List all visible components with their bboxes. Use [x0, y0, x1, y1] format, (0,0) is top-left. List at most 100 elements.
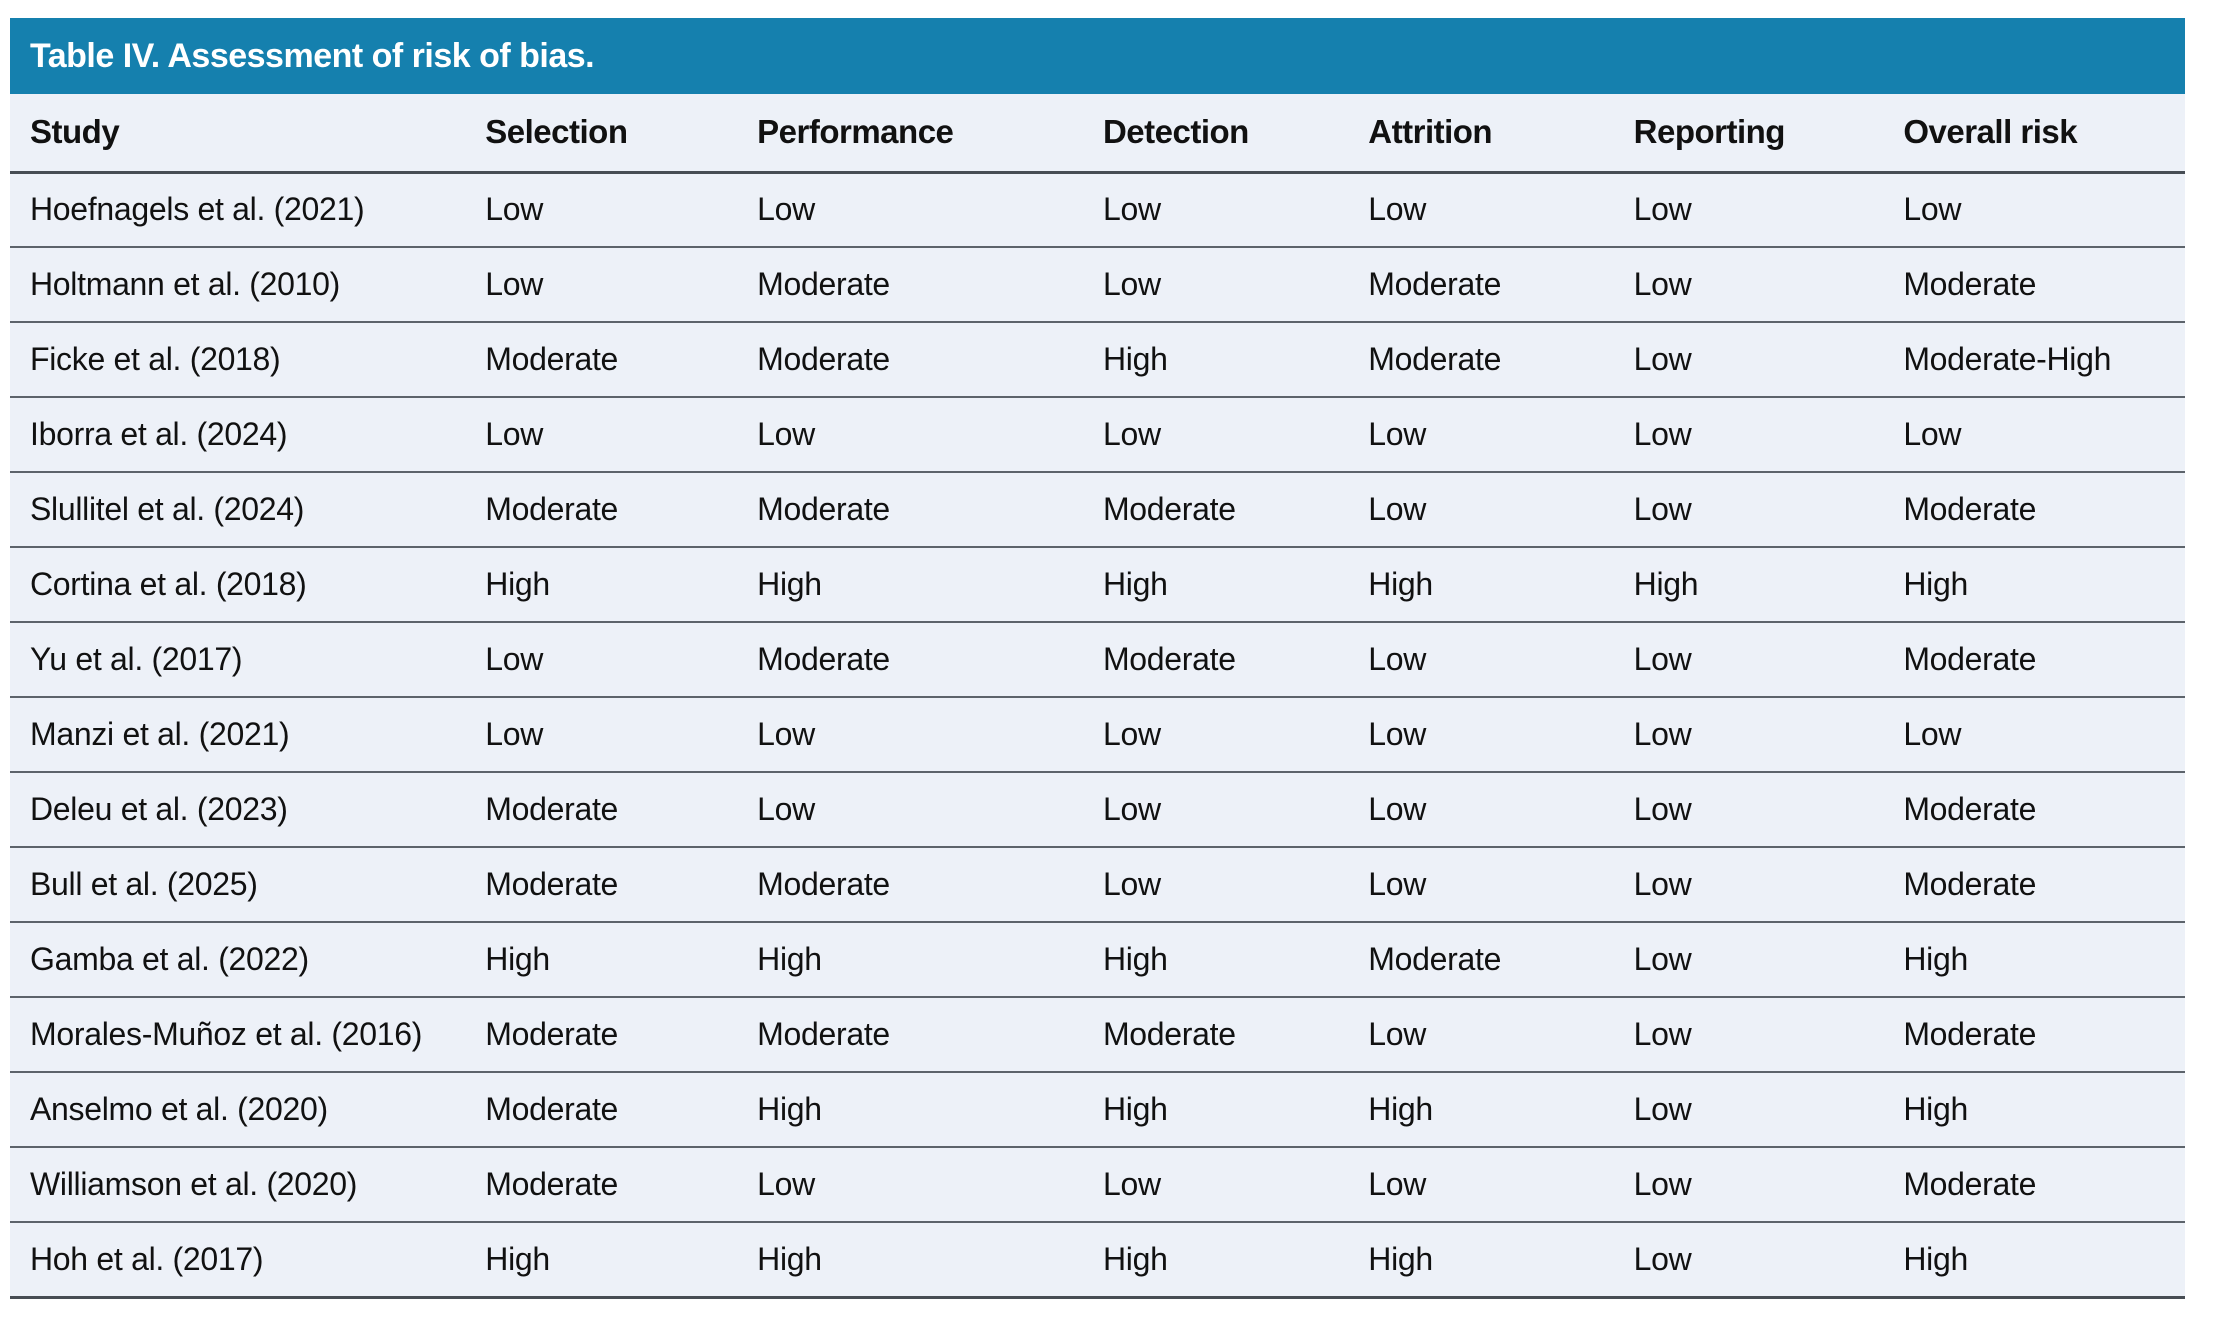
rating-cell: Low [1633, 1166, 1692, 1202]
rating-cell: Moderate [1368, 266, 1502, 302]
rating-cell: Moderate [757, 1016, 890, 1052]
study-cell: Hoefnagels et al. (2021) [30, 191, 365, 228]
rating-cell: Low [1102, 1166, 1161, 1202]
rating-cell: Low [1633, 866, 1692, 902]
rating-cell: Low [757, 716, 815, 752]
rating-cell: Low [1903, 191, 1962, 228]
rating-cell: Low [1633, 341, 1692, 377]
rating-cell: Low [1102, 416, 1161, 452]
rating-cell: Low [1368, 1016, 1427, 1052]
study-cell: Williamson et al. (2020) [30, 1166, 358, 1202]
rating-cell: Moderate [1903, 791, 2037, 827]
rating-cell: High [757, 1240, 822, 1277]
study-cell: Iborra et al. (2024) [30, 416, 288, 452]
rating-cell: Low [1633, 1091, 1692, 1127]
rating-cell: High [1102, 341, 1168, 377]
rating-cell: Low [1368, 1166, 1427, 1202]
rating-cell: Moderate [485, 1016, 619, 1052]
table-row: Cortina et al. (2018) High High High High Hig… [10, 547, 2185, 622]
table-row: Iborra et al. (2024) Low Low Low Low Low Low [10, 397, 2185, 472]
rating-cell: Low [1633, 491, 1692, 527]
table-row: Gamba et al. (2022) High High High Moderate L… [10, 922, 2185, 997]
rating-cell: Moderate [757, 266, 890, 302]
rating-cell: Low [1102, 866, 1161, 902]
rating-cell: Moderate [485, 1091, 619, 1127]
column-header-selection: Selection [473, 94, 746, 174]
rating-cell: Low [1102, 716, 1161, 752]
rating-cell: High [1903, 1091, 1968, 1127]
study-cell: Anselmo et al. (2020) [30, 1091, 328, 1127]
rating-cell: High [757, 941, 822, 977]
table-row: Ficke et al. (2018) Moderate Moderate High M… [10, 322, 2185, 397]
rating-cell: Low [485, 641, 544, 677]
rating-cell: Moderate [485, 491, 619, 527]
column-header-reporting: Reporting [1621, 94, 1892, 174]
rating-cell: Moderate [1102, 491, 1236, 527]
rating-cell: Moderate [1102, 641, 1236, 677]
rating-cell: Low [1368, 191, 1427, 228]
study-cell: Bull et al. (2025) [30, 866, 258, 902]
table-row: Slullitel et al. (2024) Moderate Moderate M… [10, 472, 2185, 547]
study-cell: Morales-Muñoz et al. (2016) [30, 1016, 423, 1052]
rating-cell: High [1102, 566, 1168, 602]
rating-cell: High [1633, 566, 1699, 602]
rating-cell: Moderate [757, 866, 890, 902]
column-header-performance: Performance [745, 94, 1091, 174]
study-cell: Holtmann et al. (2010) [30, 266, 341, 302]
table-row: Williamson et al. (2020) Moderate Low Low Lo… [10, 1147, 2185, 1222]
rating-cell: Low [1368, 491, 1427, 527]
rating-cell: Moderate-High [1903, 341, 2112, 377]
table-row: Morales-Muñoz et al. (2016) Moderate Moder… [10, 997, 2185, 1072]
rating-cell: High [1903, 941, 1968, 977]
rating-cell: Low [1368, 716, 1427, 752]
table-row: Hoh et al. (2017) High High High High Low High [10, 1222, 2185, 1297]
rating-cell: Low [757, 191, 815, 228]
rating-cell: Moderate [1903, 866, 2037, 902]
rating-cell: Moderate [1903, 491, 2037, 527]
rating-cell: High [485, 1240, 550, 1277]
rating-cell: High [1102, 941, 1168, 977]
study-cell: Cortina et al. (2018) [30, 566, 307, 602]
rating-cell: Low [1368, 416, 1427, 452]
table-row: Bull et al. (2025) Moderate Moderate Low Low… [10, 847, 2185, 922]
rating-cell: Low [1633, 1240, 1692, 1277]
rating-cell: Moderate [485, 866, 619, 902]
rating-cell: Low [1633, 191, 1692, 228]
rating-cell: Low [1633, 791, 1692, 827]
study-cell: Yu et al. (2017) [30, 641, 243, 677]
risk-of-bias-table: Study Selection Performance Detection At… [10, 94, 2185, 1299]
rating-cell: High [485, 566, 550, 602]
rating-cell: Low [757, 1166, 815, 1202]
rating-cell: Moderate [1903, 266, 2037, 302]
column-header-study: Study [10, 94, 474, 174]
rating-cell: High [1903, 1240, 1968, 1277]
rating-cell: Low [485, 416, 544, 452]
rating-cell: High [1102, 1240, 1168, 1277]
rating-cell: High [1368, 1240, 1433, 1277]
study-cell: Deleu et al. (2023) [30, 791, 288, 827]
rating-cell: High [757, 1091, 822, 1127]
table-row: Deleu et al. (2023) Moderate Low Low Low Low M… [10, 772, 2185, 847]
study-cell: Hoh et al. (2017) [30, 1240, 264, 1277]
rating-cell: Moderate [1368, 941, 1502, 977]
rating-cell: High [1903, 566, 1968, 602]
table-title-bar: Table IV. Assessment of risk of bias. [10, 18, 2185, 94]
rating-cell: Low [1903, 416, 1962, 452]
risk-of-bias-table-card: Table IV. Assessment of risk of bias. St… [10, 18, 2185, 1299]
rating-cell: Low [1633, 416, 1692, 452]
rating-cell: High [1368, 1091, 1433, 1127]
rating-cell: Moderate [757, 341, 890, 377]
rating-cell: Low [1102, 191, 1161, 228]
rating-cell: Low [485, 716, 544, 752]
rating-cell: Moderate [1368, 341, 1502, 377]
rating-cell: High [1368, 566, 1433, 602]
rating-cell: Low [485, 191, 544, 228]
column-header-overall-risk: Overall risk [1891, 94, 2185, 174]
rating-cell: Low [1903, 716, 1962, 752]
study-cell: Manzi et al. (2021) [30, 716, 290, 752]
rating-cell: Low [1633, 641, 1692, 677]
table-row: Anselmo et al. (2020) Moderate High High Hig… [10, 1072, 2185, 1147]
table-title: Table IV. Assessment of risk of bias. [30, 36, 595, 75]
rating-cell: Low [1633, 941, 1692, 977]
column-header-detection: Detection [1090, 94, 1357, 174]
